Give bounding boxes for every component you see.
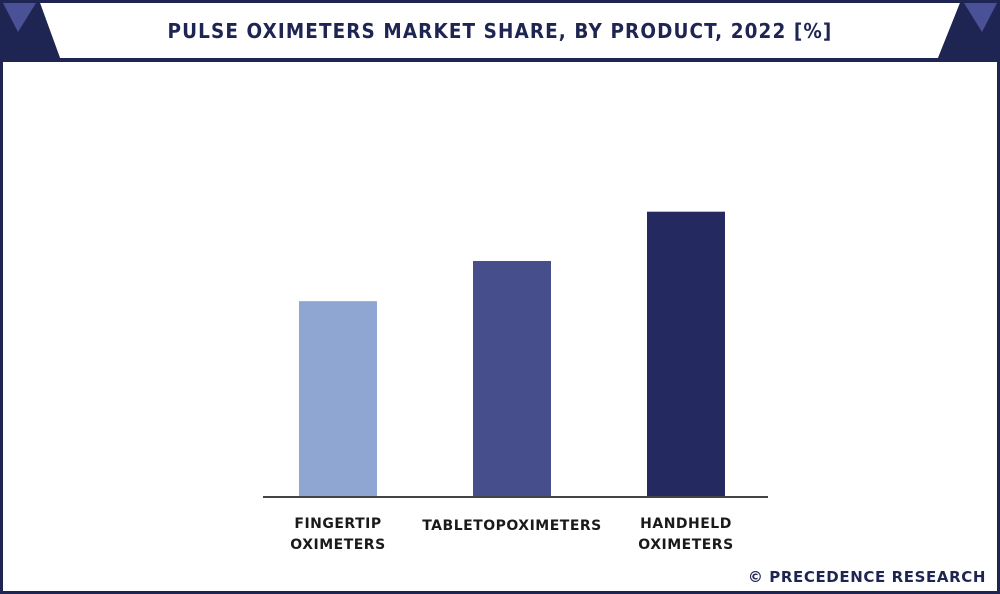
x-tick-labels: FINGERTIP OXIMETERS TABLETOPOXIMETERS HANDH… xyxy=(290,516,733,553)
header-left-accent xyxy=(3,3,36,32)
bars-group xyxy=(299,211,725,497)
x-tick-label-3: HANDHELD OXIMETERS xyxy=(638,516,733,553)
bar-3 xyxy=(647,211,725,497)
header-plate xyxy=(3,3,997,58)
bar-1 xyxy=(299,301,377,497)
header-right-accent xyxy=(964,3,997,32)
x-tick-label-1: FINGERTIP OXIMETERS xyxy=(290,516,385,553)
x-tick-label-2: TABLETOPOXIMETERS xyxy=(422,518,602,534)
bar-2 xyxy=(473,261,551,497)
header-plate-shape xyxy=(40,3,960,58)
source-credit: © PRECEDENCE RESEARCH xyxy=(747,568,986,586)
chart-title: PULSE OXIMETERS MARKET SHARE, BY PRODUCT… xyxy=(167,19,833,43)
